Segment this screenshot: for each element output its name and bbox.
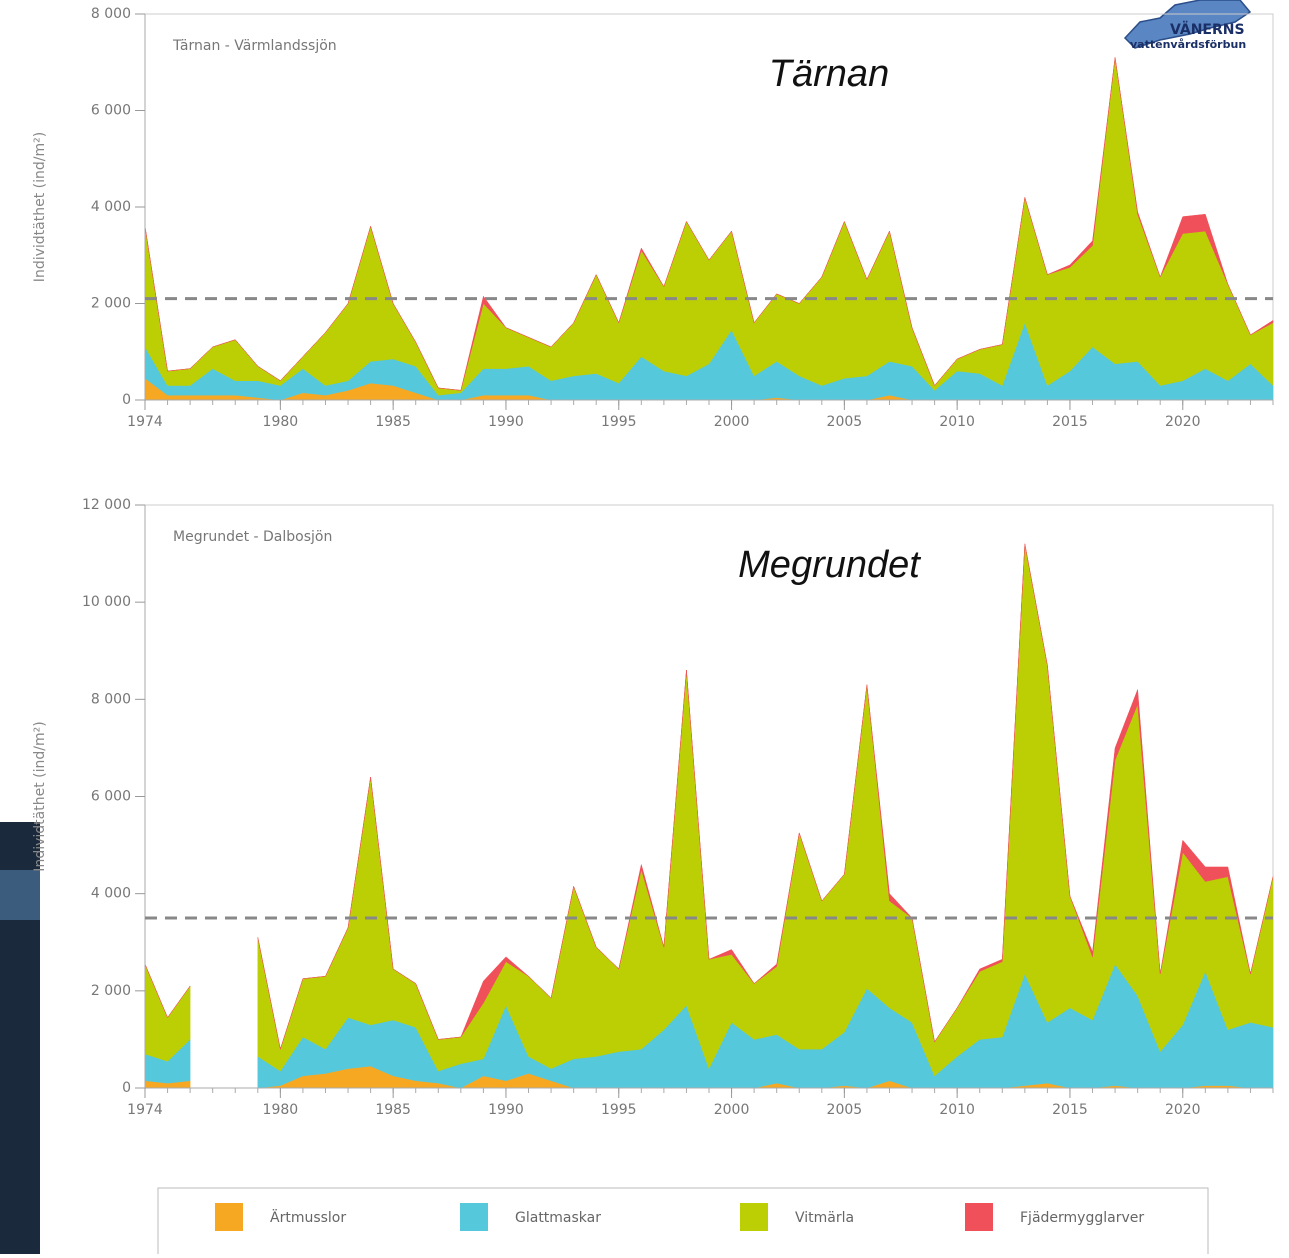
x-tick-label: 2020 (1165, 414, 1201, 430)
x-tick-label: 1980 (263, 1102, 299, 1118)
legend-swatch (215, 1203, 243, 1231)
y-tick-label: 0 (122, 392, 131, 408)
x-tick-label: 1974 (127, 414, 163, 430)
x-tick-label: 2010 (939, 1102, 975, 1118)
logo-lake (1123, 0, 1252, 49)
x-tick-label: 1995 (601, 414, 637, 430)
legend-label: Vitmärla (795, 1210, 854, 1226)
x-tick-label: 1974 (127, 1102, 163, 1118)
x-tick-label: 2015 (1052, 1102, 1088, 1118)
x-tick-label: 2020 (1165, 1102, 1201, 1118)
y-tick-label: 12 000 (82, 497, 131, 513)
y-tick-label: 8 000 (91, 691, 131, 707)
logo-subtitle: vattenvårdsförbun (1130, 38, 1246, 51)
subtitle: Tärnan - Värmlandssjön (172, 38, 337, 54)
x-tick-label: 1980 (263, 414, 299, 430)
background-photo-sky (0, 870, 40, 920)
x-tick-label: 2000 (714, 1102, 750, 1118)
y-axis-label: Individtäthet (ind/m²) (32, 132, 48, 282)
y-tick-label: 2 000 (91, 296, 131, 312)
y-tick-label: 6 000 (91, 789, 131, 805)
x-tick-label: 2005 (827, 414, 863, 430)
x-tick-label: 2015 (1052, 414, 1088, 430)
x-tick-label: 1990 (488, 1102, 524, 1118)
legend-swatch (965, 1203, 993, 1231)
annotation: Megrundet (738, 544, 921, 586)
logo-title: VÄNERNS (1170, 21, 1245, 38)
x-tick-label: 1985 (375, 414, 411, 430)
x-tick-label: 1995 (601, 1102, 637, 1118)
legend-swatch (740, 1203, 768, 1231)
legend-label: Ärtmusslor (270, 1208, 346, 1226)
x-tick-label: 2005 (827, 1102, 863, 1118)
y-tick-label: 0 (122, 1080, 131, 1096)
x-tick-label: 1990 (488, 414, 524, 430)
x-tick-label: 2010 (939, 414, 975, 430)
y-tick-label: 4 000 (91, 199, 131, 215)
logo: VÄNERNS vattenvårdsförbun (1123, 0, 1252, 51)
legend-swatch (460, 1203, 488, 1231)
y-tick-label: 4 000 (91, 886, 131, 902)
x-tick-label: 2000 (714, 414, 750, 430)
legend-box (157, 1187, 1209, 1258)
area (144, 57, 1274, 391)
legend-label: Glattmaskar (515, 1210, 601, 1226)
y-tick-label: 8 000 (91, 6, 131, 22)
legend-label: Fjädermygglarver (1020, 1210, 1144, 1226)
y-axis-label: Individtäthet (ind/m²) (32, 721, 48, 871)
y-tick-label: 6 000 (91, 103, 131, 119)
x-tick-label: 1985 (375, 1102, 411, 1118)
legend: Ärtmusslor Glattmaskar Vitmärla Fjädermyggl… (157, 1187, 1209, 1258)
y-tick-label: 10 000 (82, 594, 131, 610)
y-tick-label: 2 000 (91, 983, 131, 999)
annotation: Tärnan (769, 53, 889, 95)
subtitle: Megrundet - Dalbosjön (173, 529, 332, 545)
